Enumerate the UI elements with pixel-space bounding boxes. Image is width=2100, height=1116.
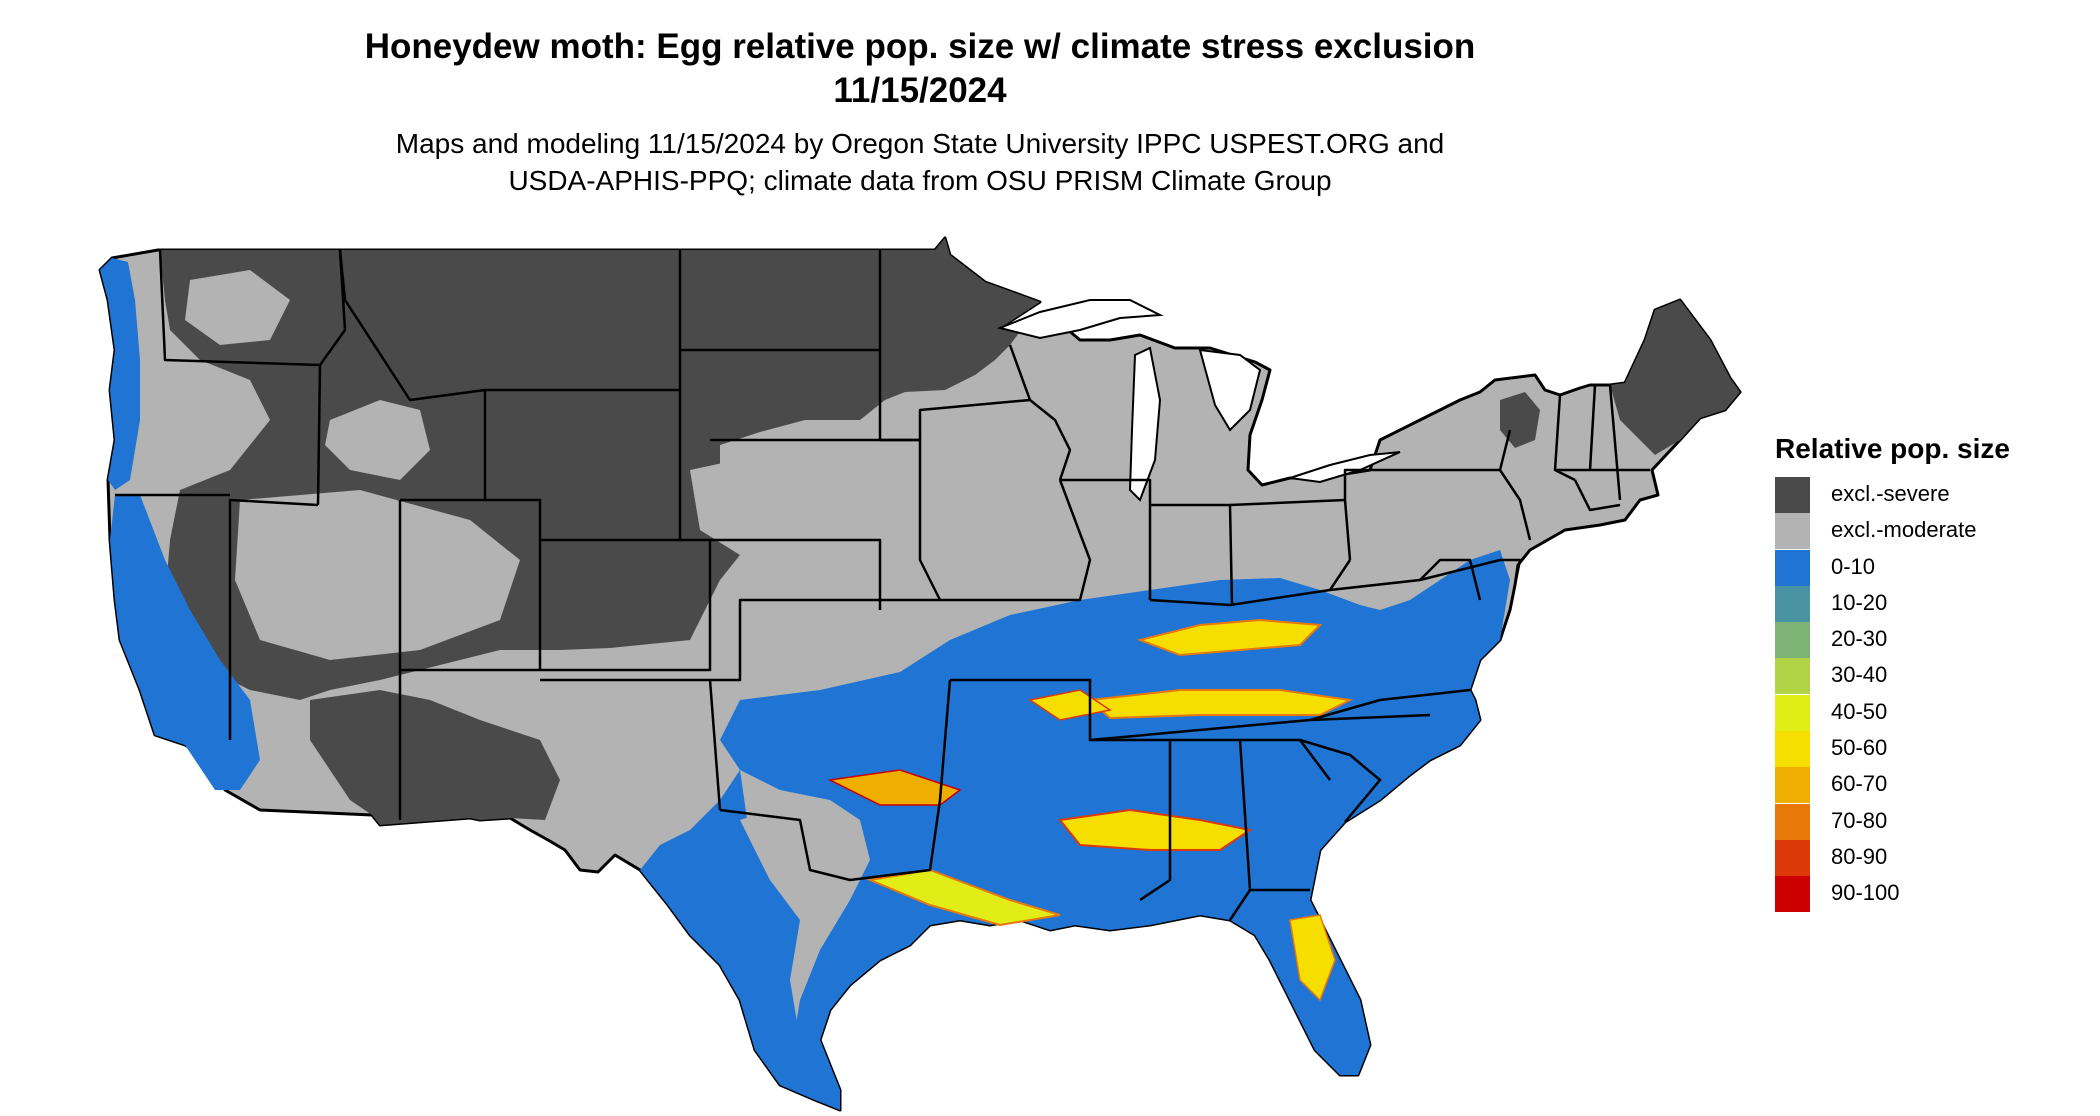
blue-region-pacific-northwest [100, 258, 140, 490]
legend-label: 50-60 [1831, 735, 1888, 761]
legend-label: 0-10 [1831, 553, 1876, 579]
us-map [98, 236, 1742, 1112]
hotspot-band-texas [827, 769, 962, 806]
moderate-patch-great-basin [235, 490, 520, 660]
legend-swatch [1775, 876, 1810, 913]
legend-swatch [1775, 658, 1810, 695]
map-title: Honeydew moth: Egg relative pop. size w/… [364, 27, 1476, 66]
legend-label: excl.-severe [1831, 481, 1950, 506]
legend-item: 90-100 [1775, 876, 2010, 913]
moderate-patch-idaho [325, 400, 430, 480]
legend-item: 10-20 [1775, 585, 2010, 622]
legend-items: excl.-severe excl.-moderate 0-10 10-20 20-30… [1775, 477, 2010, 913]
legend-item: 50-60 [1775, 731, 2010, 768]
hotspot-band-tennessee [1087, 689, 1354, 720]
legend-label: 70-80 [1831, 807, 1888, 833]
severe-region-southwest [310, 690, 560, 825]
legend-label: 40-50 [1831, 698, 1888, 724]
lake-erie [1289, 451, 1401, 484]
lake-huron [1198, 348, 1262, 432]
legend-label: excl.-moderate [1831, 517, 1977, 543]
legend-item: 70-80 [1775, 803, 2010, 840]
legend-label: 20-30 [1831, 626, 1888, 652]
legend: Relative pop. size excl.-severe excl.-mod… [1775, 433, 2010, 913]
hotspot-band-alabama [1058, 808, 1253, 851]
legend-item: 80-90 [1775, 839, 2010, 876]
legend-label: 60-70 [1831, 771, 1888, 797]
credits-line-1: Maps and modeling 11/15/2024 by Oregon S… [395, 128, 1445, 159]
credits-line-2: USDA-APHIS-PPQ; climate data from OSU PR… [508, 165, 1332, 196]
moderate-patch-texas [740, 800, 860, 890]
state-borders [115, 249, 1650, 921]
lake-superior [996, 299, 1164, 340]
legend-swatch [1775, 839, 1810, 876]
legend-swatch [1775, 767, 1810, 804]
legend-item: 20-30 [1775, 622, 2010, 659]
legend-swatch [1775, 803, 1810, 840]
legend-label: 10-20 [1831, 589, 1888, 615]
map-date: 11/15/2024 [833, 71, 1007, 110]
hotspot-band-kentucky [1136, 618, 1323, 657]
legend-swatch [1775, 477, 1810, 513]
legend-label: 30-40 [1831, 662, 1888, 688]
blue-region-texas-central [640, 770, 815, 1100]
legend-swatch [1775, 513, 1810, 550]
legend-label: 80-90 [1831, 843, 1888, 869]
legend-swatch [1775, 549, 1810, 586]
legend-title: Relative pop. size [1775, 433, 2010, 464]
blue-region-california [110, 495, 260, 790]
hotspot-band-florida [1289, 914, 1336, 1002]
legend-item: excl.-severe [1775, 477, 2010, 513]
legend-swatch [1775, 694, 1810, 731]
legend-swatch [1775, 731, 1810, 768]
legend-swatch [1775, 622, 1810, 659]
legend-item: excl.-moderate [1775, 513, 2010, 550]
moderate-patch-washington [185, 270, 290, 345]
legend-item: 30-40 [1775, 658, 2010, 695]
legend-item: 0-10 [1775, 549, 2010, 586]
legend-label: 90-100 [1831, 880, 1900, 906]
legend-item: 60-70 [1775, 767, 2010, 804]
legend-swatch [1775, 585, 1810, 622]
legend-item: 40-50 [1775, 694, 2010, 731]
severe-region-northeast [1610, 300, 1740, 455]
